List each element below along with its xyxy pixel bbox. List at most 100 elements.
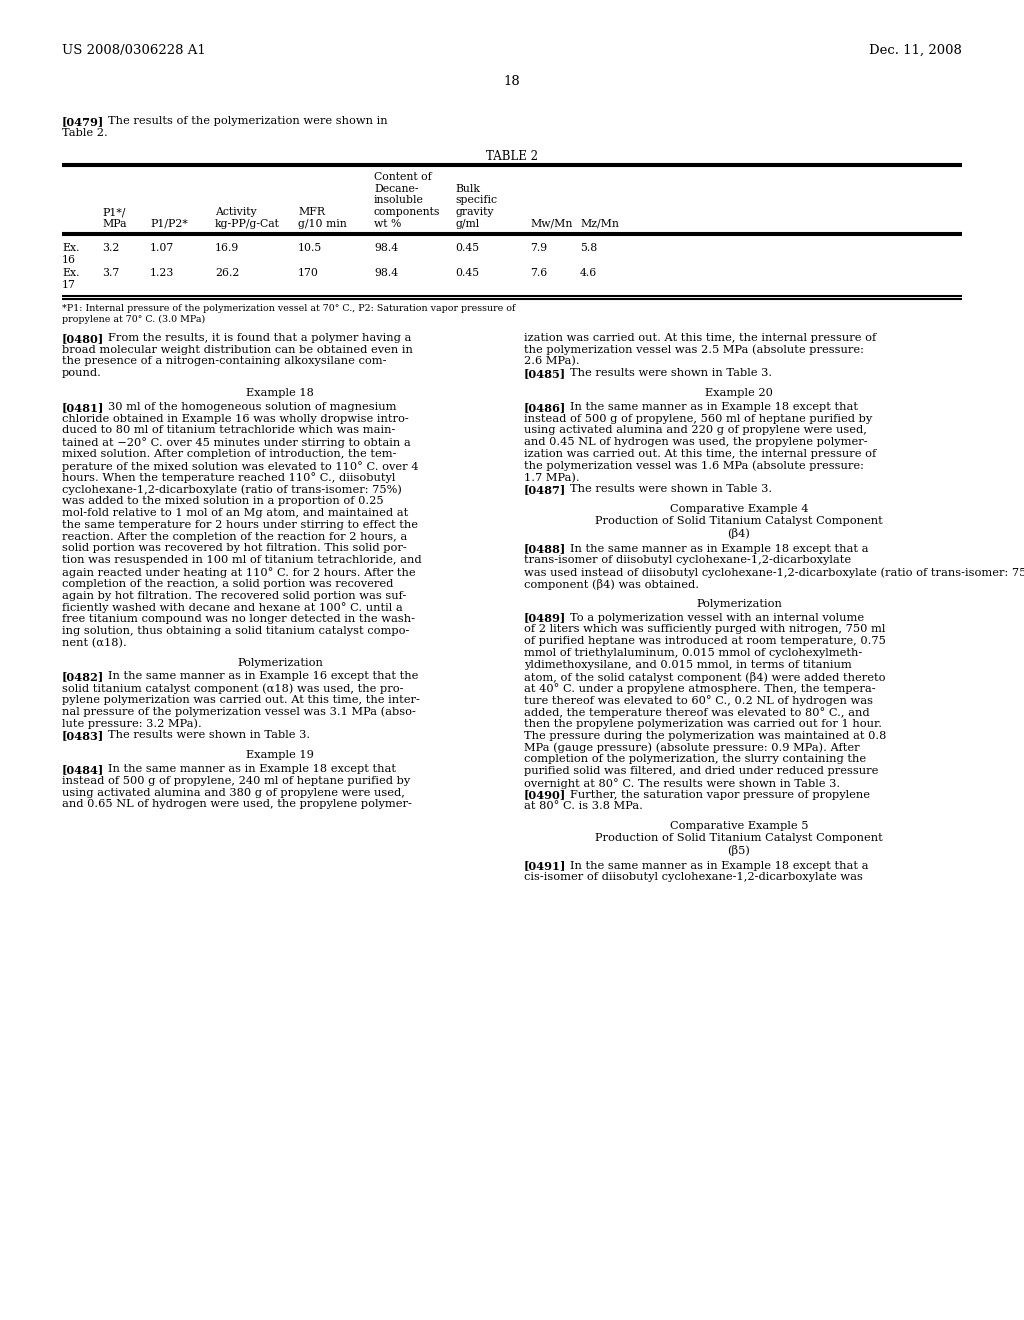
Text: Example 20: Example 20	[706, 388, 773, 399]
Text: 10.5: 10.5	[298, 243, 323, 253]
Text: added, the temperature thereof was elevated to 80° C., and: added, the temperature thereof was eleva…	[524, 708, 869, 718]
Text: again reacted under heating at 110° C. for 2 hours. After the: again reacted under heating at 110° C. f…	[62, 568, 416, 578]
Text: lute pressure: 3.2 MPa).: lute pressure: 3.2 MPa).	[62, 718, 202, 729]
Text: again by hot filtration. The recovered solid portion was suf-: again by hot filtration. The recovered s…	[62, 590, 407, 601]
Text: 170: 170	[298, 268, 318, 279]
Text: using activated alumina and 380 g of propylene were used,: using activated alumina and 380 g of pro…	[62, 788, 404, 797]
Text: ficiently washed with decane and hexane at 100° C. until a: ficiently washed with decane and hexane …	[62, 602, 402, 614]
Text: tion was resuspended in 100 ml of titanium tetrachloride, and: tion was resuspended in 100 ml of titani…	[62, 556, 422, 565]
Text: Example 19: Example 19	[246, 750, 314, 760]
Text: chloride obtained in Example 16 was wholly dropwise intro-: chloride obtained in Example 16 was whol…	[62, 413, 409, 424]
Text: mmol of triethylaluminum, 0.015 mmol of cyclohexylmeth-: mmol of triethylaluminum, 0.015 mmol of …	[524, 648, 862, 657]
Text: pylene polymerization was carried out. At this time, the inter-: pylene polymerization was carried out. A…	[62, 696, 420, 705]
Text: g/ml: g/ml	[455, 219, 479, 228]
Text: mixed solution. After completion of introduction, the tem-: mixed solution. After completion of intr…	[62, 449, 396, 459]
Text: [0489]: [0489]	[524, 612, 566, 623]
Text: 98.4: 98.4	[374, 243, 398, 253]
Text: 3.7: 3.7	[102, 268, 119, 279]
Text: The results of the polymerization were shown in: The results of the polymerization were s…	[108, 116, 388, 125]
Text: Ex.: Ex.	[62, 268, 80, 279]
Text: component (β4) was obtained.: component (β4) was obtained.	[524, 579, 699, 590]
Text: In the same manner as in Example 16 except that the: In the same manner as in Example 16 exce…	[108, 672, 419, 681]
Text: [0484]: [0484]	[62, 764, 104, 775]
Text: ture thereof was elevated to 60° C., 0.2 NL of hydrogen was: ture thereof was elevated to 60° C., 0.2…	[524, 696, 873, 706]
Text: [0490]: [0490]	[524, 789, 566, 801]
Text: purified solid was filtered, and dried under reduced pressure: purified solid was filtered, and dried u…	[524, 766, 879, 776]
Text: duced to 80 ml of titanium tetrachloride which was main-: duced to 80 ml of titanium tetrachloride…	[62, 425, 395, 436]
Text: 1.23: 1.23	[150, 268, 174, 279]
Text: [0487]: [0487]	[524, 484, 566, 495]
Text: the same temperature for 2 hours under stirring to effect the: the same temperature for 2 hours under s…	[62, 520, 418, 529]
Text: propylene at 70° C. (3.0 MPa): propylene at 70° C. (3.0 MPa)	[62, 314, 205, 323]
Text: The pressure during the polymerization was maintained at 0.8: The pressure during the polymerization w…	[524, 730, 887, 741]
Text: US 2008/0306228 A1: US 2008/0306228 A1	[62, 44, 206, 57]
Text: pound.: pound.	[62, 368, 101, 379]
Text: The results were shown in Table 3.: The results were shown in Table 3.	[570, 368, 772, 379]
Text: 16.9: 16.9	[215, 243, 240, 253]
Text: broad molecular weight distribution can be obtained even in: broad molecular weight distribution can …	[62, 345, 413, 355]
Text: 26.2: 26.2	[215, 268, 240, 279]
Text: Dec. 11, 2008: Dec. 11, 2008	[869, 44, 962, 57]
Text: 16: 16	[62, 255, 76, 264]
Text: 0.45: 0.45	[455, 243, 479, 253]
Text: 7.9: 7.9	[530, 243, 547, 253]
Text: then the propylene polymerization was carried out for 1 hour.: then the propylene polymerization was ca…	[524, 719, 882, 729]
Text: of 2 liters which was sufficiently purged with nitrogen, 750 ml: of 2 liters which was sufficiently purge…	[524, 624, 886, 635]
Text: specific: specific	[455, 195, 497, 206]
Text: Activity: Activity	[215, 207, 257, 218]
Text: mol-fold relative to 1 mol of an Mg atom, and maintained at: mol-fold relative to 1 mol of an Mg atom…	[62, 508, 409, 517]
Text: In the same manner as in Example 18 except that a: In the same manner as in Example 18 exce…	[570, 861, 868, 871]
Text: Bulk: Bulk	[455, 183, 480, 194]
Text: 18: 18	[504, 75, 520, 88]
Text: 5.8: 5.8	[580, 243, 597, 253]
Text: nal pressure of the polymerization vessel was 3.1 MPa (abso-: nal pressure of the polymerization vesse…	[62, 706, 416, 717]
Text: Ex.: Ex.	[62, 243, 80, 253]
Text: 1.7 MPa).: 1.7 MPa).	[524, 473, 580, 483]
Text: 7.6: 7.6	[530, 268, 547, 279]
Text: the polymerization vessel was 2.5 MPa (absolute pressure:: the polymerization vessel was 2.5 MPa (a…	[524, 345, 864, 355]
Text: g/10 min: g/10 min	[298, 219, 347, 228]
Text: MPa: MPa	[102, 219, 127, 228]
Text: [0488]: [0488]	[524, 544, 566, 554]
Text: P1/P2*: P1/P2*	[150, 219, 187, 228]
Text: yldimethoxysilane, and 0.015 mmol, in terms of titanium: yldimethoxysilane, and 0.015 mmol, in te…	[524, 660, 852, 669]
Text: ing solution, thus obtaining a solid titanium catalyst compo-: ing solution, thus obtaining a solid tit…	[62, 626, 410, 636]
Text: ization was carried out. At this time, the internal pressure of: ization was carried out. At this time, t…	[524, 449, 877, 459]
Text: 4.6: 4.6	[580, 268, 597, 279]
Text: In the same manner as in Example 18 except that a: In the same manner as in Example 18 exce…	[570, 544, 868, 553]
Text: [0485]: [0485]	[524, 368, 566, 379]
Text: free titanium compound was no longer detected in the wash-: free titanium compound was no longer det…	[62, 614, 415, 624]
Text: Production of Solid Titanium Catalyst Component: Production of Solid Titanium Catalyst Co…	[595, 516, 883, 525]
Text: kg-PP/g-Cat: kg-PP/g-Cat	[215, 219, 280, 228]
Text: In the same manner as in Example 18 except that: In the same manner as in Example 18 exce…	[570, 401, 858, 412]
Text: 30 ml of the homogeneous solution of magnesium: 30 ml of the homogeneous solution of mag…	[108, 401, 396, 412]
Text: 98.4: 98.4	[374, 268, 398, 279]
Text: at 80° C. is 3.8 MPa.: at 80° C. is 3.8 MPa.	[524, 801, 643, 812]
Text: cis-isomer of diisobutyl cyclohexane-1,2-dicarboxylate was: cis-isomer of diisobutyl cyclohexane-1,2…	[524, 873, 863, 882]
Text: Table 2.: Table 2.	[62, 128, 108, 137]
Text: MPa (gauge pressure) (absolute pressure: 0.9 MPa). After: MPa (gauge pressure) (absolute pressure:…	[524, 742, 859, 752]
Text: hours. When the temperature reached 110° C., diisobutyl: hours. When the temperature reached 110°…	[62, 473, 395, 483]
Text: The results were shown in Table 3.: The results were shown in Table 3.	[570, 484, 772, 495]
Text: tained at −20° C. over 45 minutes under stirring to obtain a: tained at −20° C. over 45 minutes under …	[62, 437, 411, 447]
Text: 1.07: 1.07	[150, 243, 174, 253]
Text: 3.2: 3.2	[102, 243, 120, 253]
Text: [0482]: [0482]	[62, 672, 104, 682]
Text: atom, of the solid catalyst component (β4) were added thereto: atom, of the solid catalyst component (β…	[524, 672, 886, 682]
Text: In the same manner as in Example 18 except that: In the same manner as in Example 18 exce…	[108, 764, 396, 774]
Text: completion of the reaction, a solid portion was recovered: completion of the reaction, a solid port…	[62, 578, 393, 589]
Text: using activated alumina and 220 g of propylene were used,: using activated alumina and 220 g of pro…	[524, 425, 867, 436]
Text: [0486]: [0486]	[524, 401, 566, 413]
Text: and 0.65 NL of hydrogen were used, the propylene polymer-: and 0.65 NL of hydrogen were used, the p…	[62, 800, 412, 809]
Text: the polymerization vessel was 1.6 MPa (absolute pressure:: the polymerization vessel was 1.6 MPa (a…	[524, 461, 864, 471]
Text: trans-isomer of diisobutyl cyclohexane-1,2-dicarboxylate: trans-isomer of diisobutyl cyclohexane-1…	[524, 556, 851, 565]
Text: [0481]: [0481]	[62, 401, 104, 413]
Text: 2.6 MPa).: 2.6 MPa).	[524, 356, 580, 367]
Text: [0491]: [0491]	[524, 861, 566, 871]
Text: MFR: MFR	[298, 207, 325, 218]
Text: insoluble: insoluble	[374, 195, 424, 206]
Text: instead of 500 g of propylene, 240 ml of heptane purified by: instead of 500 g of propylene, 240 ml of…	[62, 776, 411, 785]
Text: Polymerization: Polymerization	[238, 657, 323, 668]
Text: *P1: Internal pressure of the polymerization vessel at 70° C., P2: Saturation va: *P1: Internal pressure of the polymeriza…	[62, 304, 515, 313]
Text: solid portion was recovered by hot filtration. This solid por-: solid portion was recovered by hot filtr…	[62, 544, 407, 553]
